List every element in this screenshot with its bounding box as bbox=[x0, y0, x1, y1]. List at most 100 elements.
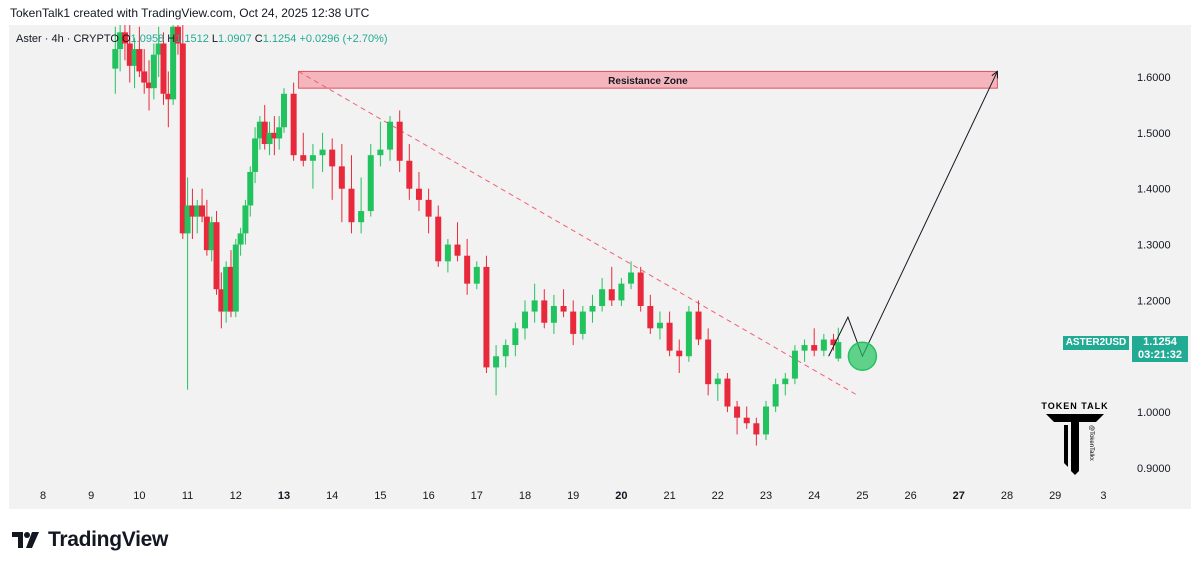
candle bbox=[261, 104, 268, 150]
candle-body bbox=[608, 289, 615, 301]
candle bbox=[676, 339, 683, 374]
tradingview-logo-text: TradingView bbox=[48, 528, 169, 551]
x-tick-label-19: 27 bbox=[953, 490, 965, 502]
close-value: 1.1254 bbox=[262, 33, 297, 45]
descending-trendline[interactable] bbox=[298, 70, 858, 396]
candle-body bbox=[252, 138, 259, 172]
candle-body bbox=[377, 149, 384, 156]
y-tick-label-3: 1.3000 bbox=[1137, 240, 1171, 252]
candle-body bbox=[184, 205, 191, 234]
candle-body bbox=[329, 149, 336, 167]
candle-body bbox=[541, 300, 548, 323]
candle bbox=[208, 216, 215, 262]
brand-handle: @TokenTalkx bbox=[1088, 425, 1094, 461]
y-tick-label-7: 0.9000 bbox=[1137, 463, 1171, 475]
candle bbox=[179, 25, 186, 239]
candle bbox=[647, 294, 654, 334]
candle-body bbox=[589, 305, 596, 312]
candle bbox=[131, 37, 138, 89]
candle bbox=[136, 26, 143, 77]
tradingview-logo[interactable]: TradingView bbox=[12, 528, 168, 552]
candle-body bbox=[714, 378, 721, 385]
candle-body bbox=[647, 305, 654, 329]
candle-body bbox=[425, 199, 432, 217]
candle-body bbox=[256, 121, 263, 139]
current-price: 1.1254 bbox=[1143, 336, 1177, 348]
candle bbox=[199, 188, 206, 223]
ohlc-legend: Aster · 4h · CRYPTO O1.0958 H1.1512 L1.0… bbox=[16, 33, 388, 45]
candle bbox=[763, 400, 769, 441]
x-tick-label-2: 10 bbox=[133, 490, 145, 502]
candle-body bbox=[811, 345, 818, 351]
candle bbox=[743, 406, 750, 429]
candle-body bbox=[237, 233, 244, 245]
candle-body bbox=[473, 266, 480, 284]
x-tick-label-18: 26 bbox=[904, 490, 916, 502]
candle-body bbox=[435, 216, 442, 262]
candle-body bbox=[213, 222, 220, 290]
candle-body bbox=[150, 54, 157, 89]
y-tick-label-0: 1.6000 bbox=[1137, 72, 1171, 84]
candle bbox=[618, 278, 625, 306]
resistance-zone-box[interactable] bbox=[297, 70, 998, 89]
candle-body bbox=[579, 311, 586, 334]
candle bbox=[189, 188, 196, 239]
candle-body bbox=[734, 406, 741, 418]
x-tick-label-12: 20 bbox=[615, 490, 627, 502]
candle bbox=[570, 300, 577, 346]
candle-body bbox=[218, 289, 225, 312]
candle-body bbox=[628, 272, 635, 284]
candle bbox=[232, 238, 239, 318]
candle-body bbox=[502, 345, 509, 357]
candle-body bbox=[406, 160, 413, 189]
projection-path[interactable] bbox=[828, 71, 998, 358]
candle-body bbox=[483, 266, 490, 368]
candle bbox=[579, 305, 586, 340]
candle-body bbox=[772, 384, 779, 407]
candle-body bbox=[599, 289, 606, 306]
candle bbox=[271, 116, 278, 156]
candle bbox=[608, 266, 615, 306]
candle-body bbox=[637, 272, 644, 306]
x-tick-label-9: 17 bbox=[471, 490, 483, 502]
x-tick-label-3: 11 bbox=[182, 490, 193, 502]
candle-body bbox=[724, 378, 731, 407]
chart-area[interactable] bbox=[9, 25, 1191, 509]
candle bbox=[464, 238, 471, 295]
candle-body bbox=[131, 49, 138, 66]
candle bbox=[772, 378, 779, 413]
candle-body bbox=[685, 311, 692, 357]
candles bbox=[112, 25, 842, 446]
candle bbox=[637, 266, 644, 312]
candle bbox=[237, 227, 244, 256]
candle bbox=[155, 26, 162, 77]
candle-body bbox=[136, 49, 143, 72]
candle bbox=[170, 25, 177, 105]
candle-body bbox=[266, 132, 273, 145]
candle bbox=[396, 110, 403, 172]
bounce-circle[interactable] bbox=[847, 341, 878, 371]
resistance-zone[interactable]: Resistance Zone bbox=[297, 70, 998, 89]
candle bbox=[444, 238, 451, 273]
close-label: C bbox=[254, 33, 263, 45]
candle bbox=[160, 32, 167, 105]
candle-body bbox=[676, 350, 683, 357]
candle-body bbox=[358, 211, 365, 223]
candle bbox=[121, 25, 128, 61]
candle bbox=[117, 25, 124, 72]
brand-name: TOKEN TALK bbox=[1041, 401, 1109, 411]
x-tick-label-17: 25 bbox=[856, 490, 868, 502]
candle bbox=[705, 328, 712, 396]
candle bbox=[290, 82, 297, 161]
candle-body bbox=[319, 149, 326, 156]
candle-body bbox=[203, 216, 210, 251]
candle-body bbox=[121, 32, 128, 44]
candle-body bbox=[830, 339, 837, 346]
projection-arrowhead-icon bbox=[991, 70, 999, 79]
x-tick-label-11: 19 bbox=[567, 490, 579, 502]
candle-body bbox=[170, 26, 177, 100]
candle bbox=[387, 116, 394, 161]
candle bbox=[309, 144, 316, 189]
x-tick-label-6: 14 bbox=[326, 490, 338, 502]
